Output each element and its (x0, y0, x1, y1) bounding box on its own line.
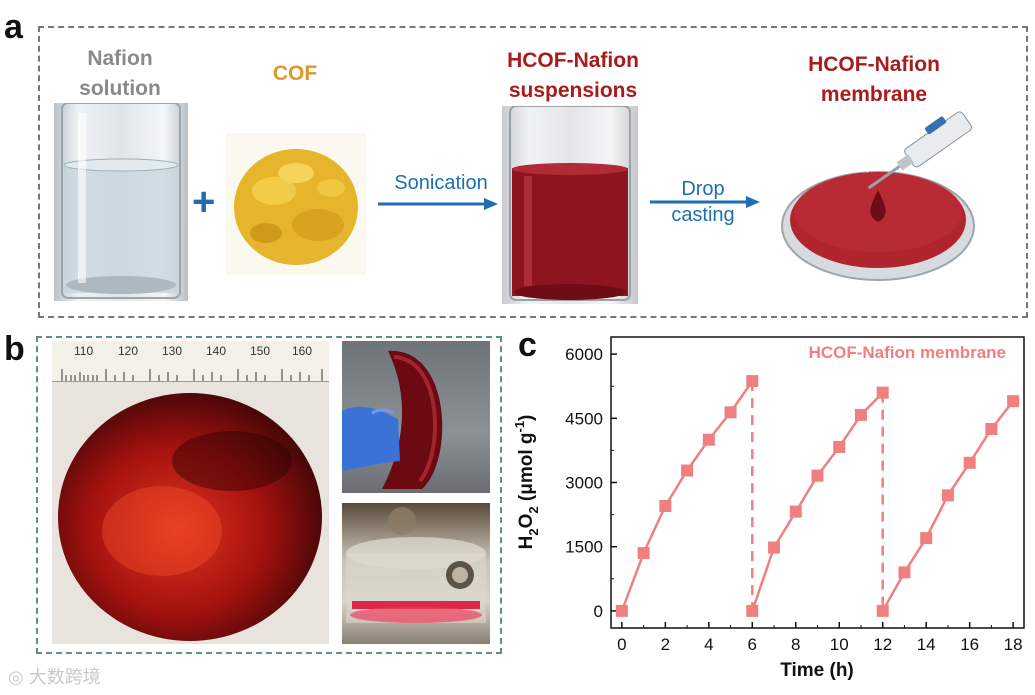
drop-casting-label: Drop casting (648, 176, 758, 228)
data-point (768, 541, 781, 554)
data-point (659, 500, 672, 513)
y-label-o: O (516, 514, 537, 529)
data-point (985, 423, 998, 436)
y-label-sup: -1 (512, 421, 527, 433)
y-tick-label: 6000 (565, 345, 603, 364)
panel-b-label: b (4, 330, 25, 368)
ruler-tick-150: 150 (250, 344, 271, 358)
red-membrane-disc-illustration (58, 393, 322, 641)
y-tick-label: 0 (594, 602, 603, 621)
data-point (963, 456, 976, 469)
membrane-label-line1: HCOF-Nafion (808, 53, 940, 76)
drop-casting-arrow-icon (650, 196, 760, 208)
nafion-solution-photo (54, 103, 188, 301)
membrane-ruler-photo: 110 120 130 140 150 160 (52, 341, 329, 644)
panel-a-label: a (4, 8, 23, 46)
drop-casting-line1: Drop (681, 178, 725, 200)
data-point (898, 566, 911, 579)
cof-powder-illustration (226, 133, 366, 275)
membrane-label: HCOF-Nafion membrane (774, 50, 974, 110)
cof-powder-photo (226, 133, 366, 275)
watermark: ◎ 大数跨境 (8, 663, 101, 689)
vial-clear-illustration (61, 103, 181, 299)
suspension-label-line1: HCOF-Nafion (507, 49, 639, 72)
plus-sign: + (192, 180, 216, 224)
y-axis-label: H2O2 (μmol g-1) (512, 415, 541, 550)
x-tick-label: 0 (617, 635, 626, 654)
x-tick-label: 14 (917, 635, 936, 654)
data-point (920, 532, 933, 545)
x-tick-label: 4 (704, 635, 713, 654)
y-label-close: ) (516, 415, 537, 421)
x-tick-label: 2 (661, 635, 670, 654)
sonication-label: Sonication (394, 172, 488, 194)
panel-a-frame (38, 26, 1028, 318)
data-point (746, 375, 759, 388)
data-point (615, 604, 628, 617)
watermark-text: 大数跨境 (28, 667, 101, 687)
y-label-h: H (516, 536, 537, 550)
y-tick-label: 3000 (565, 474, 603, 493)
membrane-dish-illustration (781, 111, 975, 281)
ruler-ticks-graphic (61, 369, 323, 381)
x-tick-label: 18 (1004, 635, 1023, 654)
x-axis-ticks: 0 2 4 6 8 10 12 14 16 18 (617, 622, 1023, 654)
data-point (854, 408, 867, 421)
ruler-tick-120: 120 (118, 344, 139, 358)
ruler-tick-130: 130 (162, 344, 183, 358)
suspension-label-line2: suspensions (508, 79, 638, 102)
data-point (833, 440, 846, 453)
data-point (811, 469, 824, 482)
ruler-tick-160: 160 (292, 344, 313, 358)
x-axis-label: Time (h) (780, 660, 854, 681)
sonication-arrow-icon (378, 198, 498, 210)
y-axis-ticks: 0 1500 3000 4500 6000 (565, 345, 617, 621)
vial-red-illustration (509, 106, 631, 301)
ruler-tick-110: 110 (74, 344, 94, 358)
watermark-logo-icon: ◎ (8, 667, 24, 687)
nafion-solution-label: Nafion solution (60, 44, 180, 104)
cof-label: COF (272, 62, 318, 85)
y-tick-label: 1500 (565, 538, 603, 557)
bent-membrane-illustration (342, 350, 443, 489)
membrane-in-reactor-photo (342, 503, 490, 644)
x-tick-label: 8 (791, 635, 800, 654)
flexible-membrane-photo (342, 341, 490, 493)
data-point (681, 464, 694, 477)
data-point (941, 489, 954, 502)
suspension-photo (502, 106, 638, 304)
data-point (637, 547, 650, 560)
y-label-sub1: 2 (526, 528, 541, 535)
panel-c-label: c (518, 326, 537, 364)
suspension-label: HCOF-Nafion suspensions (478, 46, 668, 106)
y-label-sub2: 2 (526, 506, 541, 513)
data-point (746, 604, 759, 617)
nafion-label-line2: solution (79, 77, 161, 100)
data-point (724, 406, 737, 419)
x-tick-label: 10 (830, 635, 849, 654)
data-point (1007, 395, 1020, 408)
nafion-label-line1: Nafion (87, 47, 153, 70)
data-point (789, 505, 802, 518)
y-label-unit: (μmol g (516, 433, 537, 507)
plot-frame (610, 336, 1025, 629)
data-point (876, 386, 889, 399)
y-tick-label: 4500 (565, 409, 603, 428)
data-point (702, 433, 715, 446)
data-point (876, 604, 889, 617)
panel-b-frame (36, 336, 502, 654)
drop-casting-line2: casting (671, 204, 735, 226)
ruler-tick-140: 140 (206, 344, 227, 358)
series-layer (615, 375, 1020, 617)
x-tick-label: 12 (873, 635, 892, 654)
reactor-illustration (346, 507, 486, 623)
membrane-label-line2: membrane (820, 83, 928, 106)
x-tick-label: 16 (960, 635, 979, 654)
h2o2-production-chart: 0 1500 3000 4500 6000 0 2 4 6 8 10 12 14 16 18 HCOF-N… (512, 336, 1025, 681)
x-tick-label: 6 (748, 635, 757, 654)
ruler: 110 120 130 140 150 160 (52, 341, 329, 382)
chart-title: HCOF-Nafion membrane (809, 343, 1006, 362)
